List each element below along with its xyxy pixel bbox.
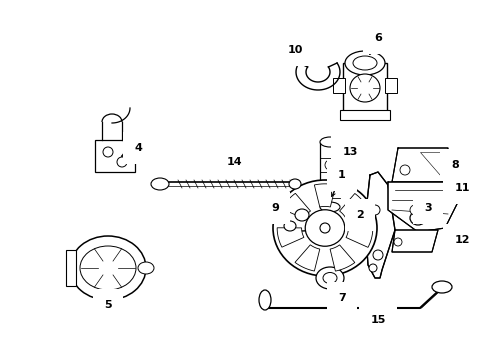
Bar: [95, 140, 135, 172]
Text: 10: 10: [287, 45, 302, 55]
Text: 1: 1: [337, 170, 345, 180]
Ellipse shape: [70, 236, 146, 300]
Text: 4: 4: [134, 143, 142, 153]
Ellipse shape: [368, 264, 376, 272]
Ellipse shape: [352, 56, 376, 70]
Ellipse shape: [284, 221, 295, 231]
Ellipse shape: [80, 246, 136, 290]
Polygon shape: [387, 182, 459, 232]
Polygon shape: [391, 230, 437, 252]
Polygon shape: [277, 228, 304, 247]
Ellipse shape: [372, 250, 382, 260]
Bar: [66, 250, 76, 286]
Ellipse shape: [319, 137, 339, 147]
Text: 2: 2: [355, 210, 363, 220]
Bar: [332, 78, 345, 93]
Text: 12: 12: [453, 235, 469, 245]
Ellipse shape: [319, 223, 329, 233]
Polygon shape: [339, 193, 367, 219]
Polygon shape: [364, 172, 394, 278]
Text: 8: 8: [450, 160, 458, 170]
Text: 7: 7: [337, 293, 345, 303]
Ellipse shape: [323, 273, 336, 284]
Ellipse shape: [409, 211, 425, 225]
Polygon shape: [391, 148, 447, 182]
Bar: [339, 110, 389, 120]
Text: 11: 11: [453, 183, 469, 193]
Bar: [384, 78, 396, 93]
Ellipse shape: [413, 215, 421, 221]
Ellipse shape: [305, 210, 344, 246]
Polygon shape: [419, 152, 439, 175]
Ellipse shape: [319, 202, 339, 212]
Ellipse shape: [103, 147, 113, 157]
Ellipse shape: [345, 51, 384, 75]
Text: 6: 6: [373, 33, 381, 43]
Ellipse shape: [151, 178, 169, 190]
Ellipse shape: [272, 180, 376, 276]
Ellipse shape: [369, 205, 379, 215]
Ellipse shape: [294, 209, 308, 221]
Text: 5: 5: [104, 300, 112, 310]
Ellipse shape: [288, 179, 301, 189]
Text: 15: 15: [369, 315, 385, 325]
Ellipse shape: [409, 205, 419, 215]
Ellipse shape: [349, 74, 379, 102]
Ellipse shape: [117, 157, 127, 167]
Text: 13: 13: [342, 147, 357, 157]
Bar: [342, 63, 386, 111]
Text: 3: 3: [423, 203, 431, 213]
Bar: [319, 142, 339, 207]
Polygon shape: [346, 228, 372, 247]
Ellipse shape: [393, 238, 401, 246]
Ellipse shape: [138, 262, 154, 274]
Polygon shape: [314, 184, 335, 207]
Text: 14: 14: [227, 157, 243, 167]
Polygon shape: [294, 245, 319, 271]
Ellipse shape: [399, 165, 409, 175]
Polygon shape: [281, 193, 310, 219]
Ellipse shape: [259, 290, 270, 310]
Polygon shape: [329, 245, 354, 271]
Ellipse shape: [431, 281, 451, 293]
Text: 9: 9: [270, 203, 278, 213]
Ellipse shape: [315, 267, 343, 289]
Ellipse shape: [325, 160, 334, 170]
